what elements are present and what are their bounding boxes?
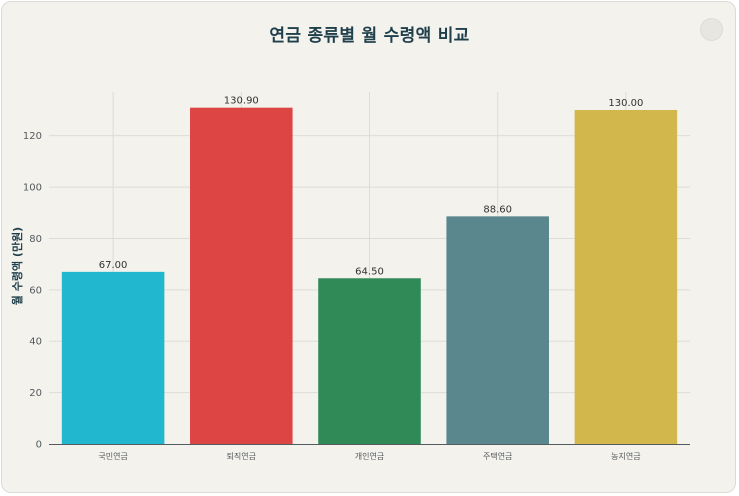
x-tick-labels: 국민연금 퇴직연금 개인연금 주택연금 농지연금 xyxy=(98,451,640,461)
bar-3[interactable] xyxy=(318,278,421,444)
data-label: 88.60 xyxy=(483,204,512,215)
bar-2[interactable] xyxy=(190,107,293,445)
y-tick-label: 120 xyxy=(23,131,42,142)
bars xyxy=(61,107,678,445)
data-label: 130.00 xyxy=(608,98,643,109)
x-tick-label: 퇴직연금 xyxy=(227,451,256,461)
bar-5[interactable] xyxy=(574,109,678,444)
chart-title: 연금 종류별 월 수령액 비교 xyxy=(269,26,470,46)
data-label: 67.00 xyxy=(99,260,128,271)
x-tick-label: 주택연금 xyxy=(483,451,512,461)
y-tick-label: 40 xyxy=(29,337,42,348)
y-tick-label: 20 xyxy=(29,388,42,399)
y-tick-label: 60 xyxy=(29,285,42,296)
y-axis-title: 월 수령액 (만원) xyxy=(10,227,24,305)
y-tick-labels: 0 20 40 60 80 100 120 xyxy=(23,131,42,450)
x-tick-label: 국민연금 xyxy=(98,451,127,461)
y-tick-label: 0 xyxy=(36,440,42,451)
y-tick-label: 80 xyxy=(29,234,42,245)
y-tick-label: 100 xyxy=(23,183,42,194)
chart-menu-button[interactable] xyxy=(700,18,723,41)
data-label: 130.90 xyxy=(224,96,259,107)
x-tick-label: 농지연금 xyxy=(611,452,640,461)
data-labels: 67.00 130.90 64.50 88.60 130.00 xyxy=(99,96,644,278)
x-tick-label: 개인연금 xyxy=(355,451,384,461)
bar-4[interactable] xyxy=(446,216,549,444)
bar-1[interactable] xyxy=(61,271,165,444)
data-label: 64.50 xyxy=(355,266,384,277)
